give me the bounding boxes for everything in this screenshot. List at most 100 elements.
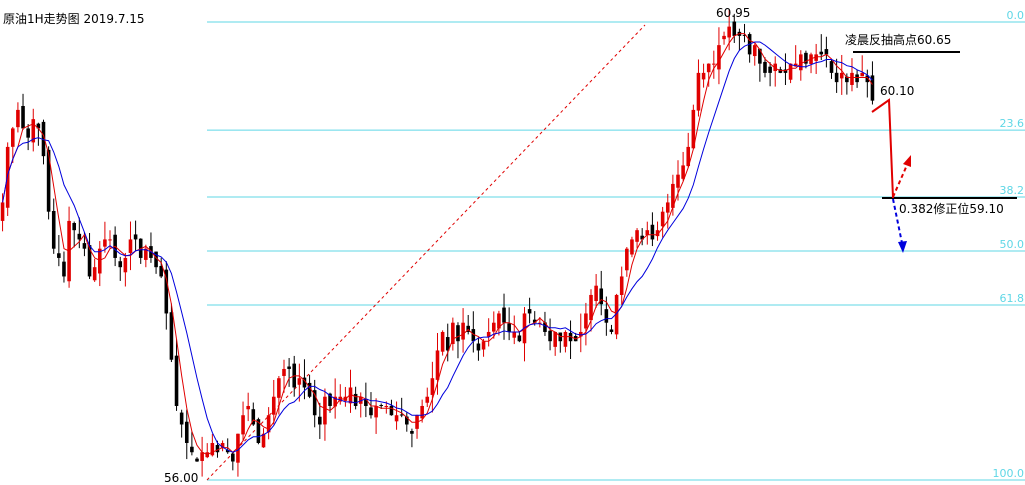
ma-slow-line xyxy=(2,41,873,453)
candle-body xyxy=(440,331,445,352)
candle-body xyxy=(108,239,112,241)
candle-body xyxy=(261,433,266,448)
candle-body xyxy=(11,128,15,147)
candle-body xyxy=(742,34,747,36)
candle-body xyxy=(788,63,793,80)
candle-body xyxy=(655,230,660,237)
candle-body xyxy=(829,61,834,73)
candle-body xyxy=(82,243,87,249)
candle-body xyxy=(297,378,302,385)
candle-body xyxy=(348,387,353,404)
candle-body xyxy=(425,396,430,403)
candle-body xyxy=(169,312,174,360)
candle-body xyxy=(144,248,148,260)
candle-body xyxy=(481,341,486,350)
candle-body xyxy=(799,54,803,71)
candle-body xyxy=(123,257,128,273)
candle-body xyxy=(671,183,675,208)
candle-body xyxy=(625,248,629,271)
candle-body xyxy=(200,452,204,461)
candle-body xyxy=(77,233,82,240)
candle-body xyxy=(793,63,798,67)
candle-body xyxy=(430,378,435,395)
candle-body xyxy=(435,350,440,380)
candle-body xyxy=(333,396,337,407)
candle-body xyxy=(103,239,107,247)
candle-body xyxy=(210,442,215,456)
projection-down-arrow xyxy=(892,198,903,244)
candle-body xyxy=(271,396,276,415)
candle-body xyxy=(328,393,332,406)
candle-body xyxy=(701,72,706,80)
candle-body xyxy=(850,72,854,85)
candle-body xyxy=(614,294,619,335)
candle-body xyxy=(266,415,271,433)
candle-body xyxy=(353,393,358,406)
candle-body xyxy=(727,26,731,38)
candle-body xyxy=(87,245,92,277)
candle-body xyxy=(630,239,634,255)
candle-body xyxy=(215,444,220,453)
candle-body xyxy=(256,419,261,443)
fib-label-0.0: 0.0 xyxy=(1007,9,1025,22)
candle-body xyxy=(26,128,30,138)
candle-body xyxy=(220,442,225,449)
candle-body xyxy=(645,230,650,236)
candle-body xyxy=(604,309,609,323)
candle-body xyxy=(783,69,788,73)
candle-body xyxy=(241,415,245,435)
candle-body xyxy=(154,251,158,268)
candle-body xyxy=(21,105,25,129)
candle-body xyxy=(410,430,414,434)
candle-body xyxy=(46,149,51,212)
candle-body xyxy=(451,322,455,345)
candle-body xyxy=(394,415,399,422)
candle-body xyxy=(860,72,864,77)
candle-body xyxy=(277,378,281,398)
candle-body xyxy=(497,313,501,329)
candle-body xyxy=(548,330,552,342)
candle-body xyxy=(584,313,588,329)
candle-body xyxy=(491,322,496,332)
candle-body xyxy=(97,248,102,274)
candle-body xyxy=(635,230,639,242)
projection-up-arrowhead xyxy=(903,155,911,167)
candle-body xyxy=(834,72,839,83)
candle-body xyxy=(41,121,46,157)
candle-body xyxy=(184,421,189,443)
candle-body xyxy=(164,269,169,314)
projection-up-arrow xyxy=(892,164,908,198)
candle-body xyxy=(364,399,368,406)
candle-body xyxy=(578,331,583,337)
candle-body xyxy=(231,453,235,462)
resistance-label: 凌晨反抽高点60.65 xyxy=(845,32,951,47)
candle-body xyxy=(31,119,36,143)
candle-body xyxy=(839,72,844,79)
candle-body xyxy=(318,416,322,425)
candle-body xyxy=(174,355,179,406)
fib-label-23.6: 23.6 xyxy=(1000,117,1025,130)
candle-body xyxy=(619,276,624,295)
candle-body xyxy=(650,224,655,240)
candle-body xyxy=(92,267,97,281)
candle-body xyxy=(676,174,680,188)
candle-body xyxy=(51,210,56,249)
candle-body xyxy=(712,63,716,65)
candle-body xyxy=(502,307,506,323)
candle-body xyxy=(824,49,829,55)
candle-body xyxy=(819,51,824,55)
candle-body xyxy=(57,253,61,258)
fib-label-38.2: 38.2 xyxy=(1000,184,1025,197)
candle-body xyxy=(594,285,598,302)
fib-label-50.0: 50.0 xyxy=(1000,238,1025,251)
fib-label-100.0: 100.0 xyxy=(993,467,1025,480)
candle-body xyxy=(251,409,256,425)
candle-body xyxy=(696,72,701,111)
candle-body xyxy=(717,45,721,70)
candle-body xyxy=(399,414,404,416)
candle-body xyxy=(72,223,76,231)
candle-body xyxy=(369,407,373,416)
candle-body xyxy=(195,458,199,462)
